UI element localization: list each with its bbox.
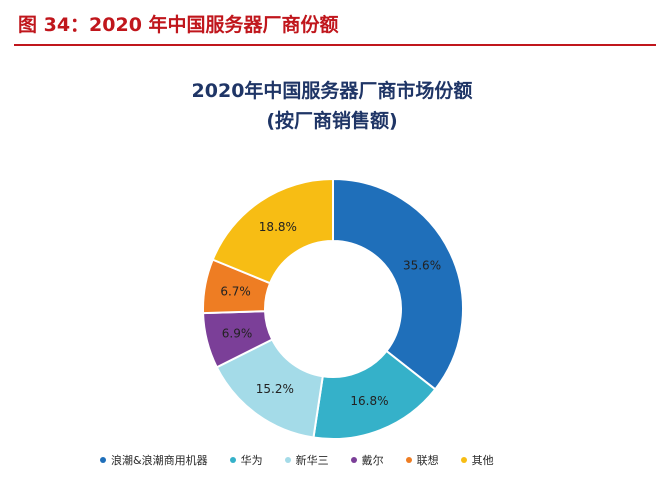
legend-swatch-3	[350, 457, 357, 463]
figure-label: 图 34：2020 年中国服务器厂商份额	[18, 14, 339, 36]
header-divider	[14, 44, 656, 46]
legend-item-2: 新华三	[284, 452, 329, 468]
legend-item-1: 华为	[229, 452, 263, 468]
chart-subtitle: (按厂商销售额)	[266, 110, 398, 132]
donut-slice-label-4: 6.7%	[220, 284, 251, 298]
legend-swatch-4	[405, 457, 412, 463]
legend-swatch-5	[460, 457, 467, 463]
legend-item-0: 浪潮&浪潮商用机器	[100, 452, 208, 468]
donut-slice-label-1: 16.8%	[350, 394, 388, 408]
donut-slice-5	[211, 177, 334, 285]
legend-label-3: 戴尔	[361, 454, 384, 467]
donut-slice-label-5: 18.8%	[259, 220, 297, 234]
legend-label-2: 新华三	[295, 454, 329, 467]
donut-slice-label-3: 6.9%	[222, 326, 253, 340]
chart-legend: 浪潮&浪潮商用机器 华为 新华三 戴尔 联想 其他	[100, 452, 494, 468]
donut-slice-label-0: 35.6%	[403, 259, 441, 273]
legend-item-4: 联想	[405, 452, 439, 468]
donut-slice-label-2: 15.2%	[256, 382, 294, 396]
legend-label-4: 联想	[416, 454, 439, 467]
legend-label-1: 华为	[240, 454, 263, 467]
legend-swatch-2	[284, 457, 291, 463]
legend-label-0: 浪潮&浪潮商用机器	[111, 454, 208, 467]
legend-label-5: 其他	[471, 454, 494, 467]
legend-item-5: 其他	[460, 452, 494, 468]
chart-title: 2020年中国服务器厂商市场份额	[191, 80, 473, 102]
legend-item-3: 戴尔	[350, 452, 384, 468]
donut-slice-0	[332, 177, 464, 391]
legend-swatch-1	[229, 457, 236, 463]
legend-swatch-0	[100, 457, 106, 463]
